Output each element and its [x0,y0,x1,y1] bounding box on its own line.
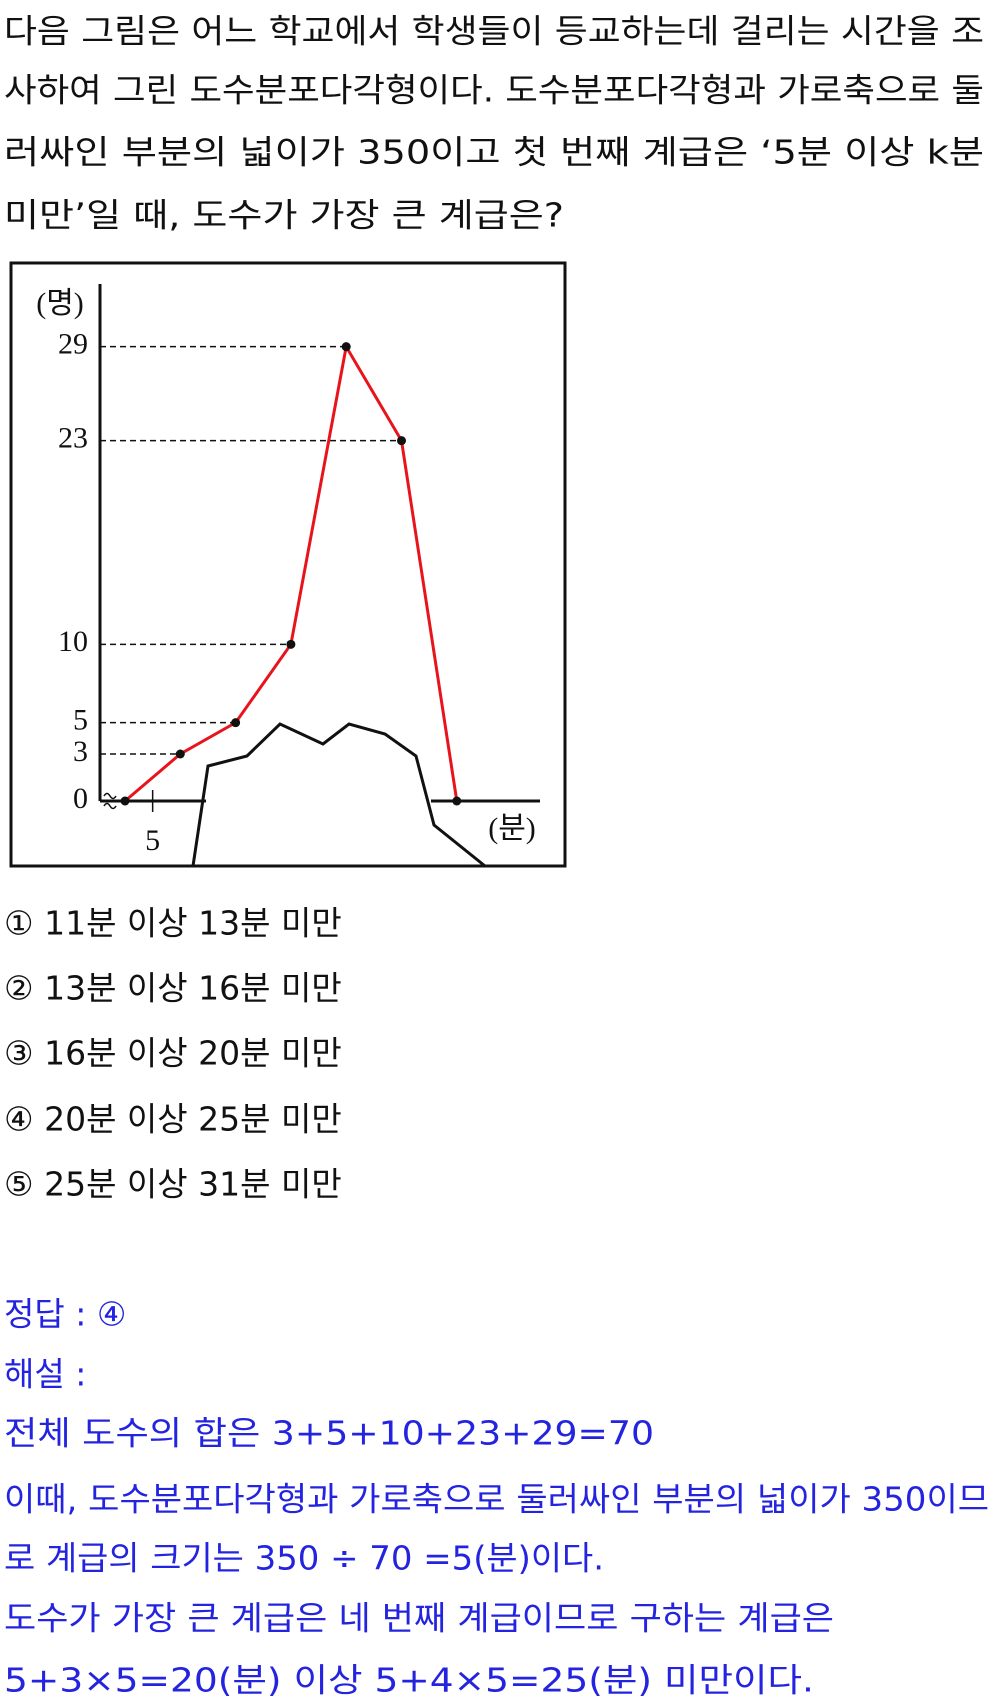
solution-line: 로 계급의 크기는 350 ÷ 70 =5(분)이다. [4,1539,604,1578]
point [341,342,351,352]
question-line: 러싸인 부분의 넓이가 350이고 첫 번째 계급은 ‘5분 이상 k분 [4,133,984,172]
solution-line: 해설 : [4,1355,86,1394]
y-tick-label: 5 [73,704,88,737]
point [231,718,241,728]
point [175,749,185,759]
y-tick-label: 3 [73,735,88,768]
choice: ① 11분 이상 13분 미만 [4,904,342,943]
y-tick-label: 10 [58,625,88,658]
x-axis-label: (분) [488,812,536,845]
choice: ③ 16분 이상 20분 미만 [4,1034,342,1073]
cutout [191,722,486,868]
point [286,639,296,649]
x-tick-label: 5 [145,824,160,857]
y-tick-label: 23 [58,422,88,455]
axis-break [103,792,117,810]
point [452,796,462,806]
solution-line: 정답 : ④ [4,1295,126,1334]
y-tick-label: 0 [73,782,88,815]
point [120,796,130,806]
y-axis-label: (명) [36,287,84,320]
question-line: 다음 그림은 어느 학교에서 학생들이 등교하는데 걸리는 시간을 조 [4,12,984,51]
question-line: 미만’일 때, 도수가 가장 큰 계급은? [4,196,564,235]
choice: ② 13분 이상 16분 미만 [4,969,342,1008]
chart-frame [9,261,567,868]
solution-line: 전체 도수의 합은 3+5+10+23+29=70 [4,1414,654,1453]
line [124,342,459,803]
question-line: 사하여 그린 도수분포다각형이다. 도수분포다각형과 가로축으로 둘 [4,71,984,110]
choice: ④ 20분 이상 25분 미만 [4,1100,342,1139]
solution-line: 이때, 도수분포다각형과 가로축으로 둘러싸인 부분의 넓이가 350이므 [4,1480,989,1519]
point [397,436,406,446]
y-tick-label: 29 [58,328,88,361]
solution-line: 도수가 가장 큰 계급은 네 번째 계급이므로 구하는 계급은 [4,1599,834,1638]
solution-line: 5+3×5=20(분) 이상 5+4×5=25(분) 미만이다. [4,1661,814,1700]
choice: ⑤ 25분 이상 31분 미만 [4,1165,342,1204]
